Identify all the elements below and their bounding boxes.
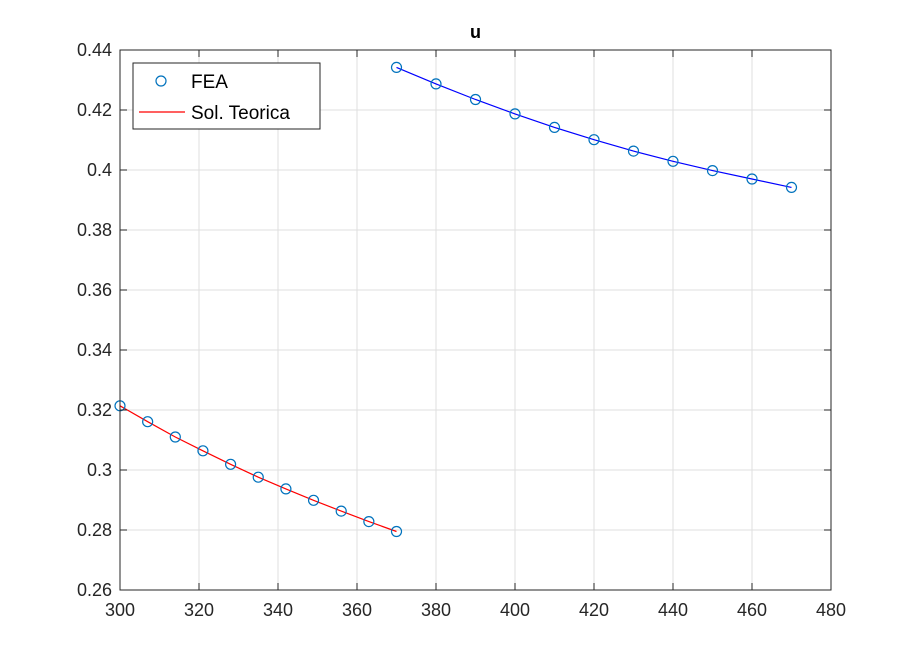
plot-area [120,50,831,590]
legend-marker-fea [155,75,167,87]
x-tick-label: 320 [184,600,214,620]
x-tick-label: 440 [658,600,688,620]
fea-data-point [706,165,719,177]
fea-data-point [430,78,442,90]
chart-title: u [470,22,481,42]
fea-data-point [667,155,679,167]
y-tick-label: 0.32 [77,400,112,420]
x-tick-label: 460 [737,600,767,620]
x-tick-label: 480 [816,600,846,620]
fea-data-point [390,61,403,74]
theory-series-line [119,405,397,533]
fea-data-point [627,145,640,157]
tick-labels: 300 320 340 360 380 400 420 440 460 480 0.26 0.28 0.… [77,40,846,620]
fea-data-point [307,494,320,506]
y-tick-label: 0.4 [87,160,112,180]
fea-data-point [252,471,264,483]
legend: FEA Sol. Teorica [132,62,321,130]
legend-label: Sol. Teorica [191,103,290,124]
x-tick-label: 300 [105,600,135,620]
y-tick-label: 0.36 [77,280,112,300]
x-tick-label: 340 [263,600,293,620]
fea-data-point [169,431,181,443]
fea-data-point [280,483,292,495]
fea-data-point [469,93,482,106]
series-layer [114,61,798,538]
x-tick-label: 380 [421,600,451,620]
y-tick-label: 0.42 [77,100,112,120]
fea-data-point [363,515,375,528]
fea-data-point [142,416,154,428]
y-tick-label: 0.26 [77,580,112,600]
y-tick-label: 0.34 [77,340,112,360]
y-tick-label: 0.44 [77,40,112,60]
theory-series-line [396,66,792,188]
y-tick-label: 0.38 [77,220,112,240]
fea-data-point [225,458,237,470]
fea-data-point [785,181,798,193]
y-tick-label: 0.28 [77,520,112,540]
y-tick-label: 0.3 [87,460,112,480]
fea-data-point [548,121,561,134]
ticks [119,49,832,591]
fea-data-point [588,134,600,146]
legend-label: FEA [191,72,228,93]
x-tick-label: 420 [579,600,609,620]
x-tick-label: 360 [342,600,372,620]
fea-data-point [509,108,521,120]
x-tick-label: 400 [500,600,530,620]
axes-box [119,49,832,591]
fea-data-point [390,525,403,538]
fea-data-point [746,173,758,185]
fea-data-point [197,445,209,457]
fea-data-point [335,505,347,517]
legend-box [132,62,321,130]
